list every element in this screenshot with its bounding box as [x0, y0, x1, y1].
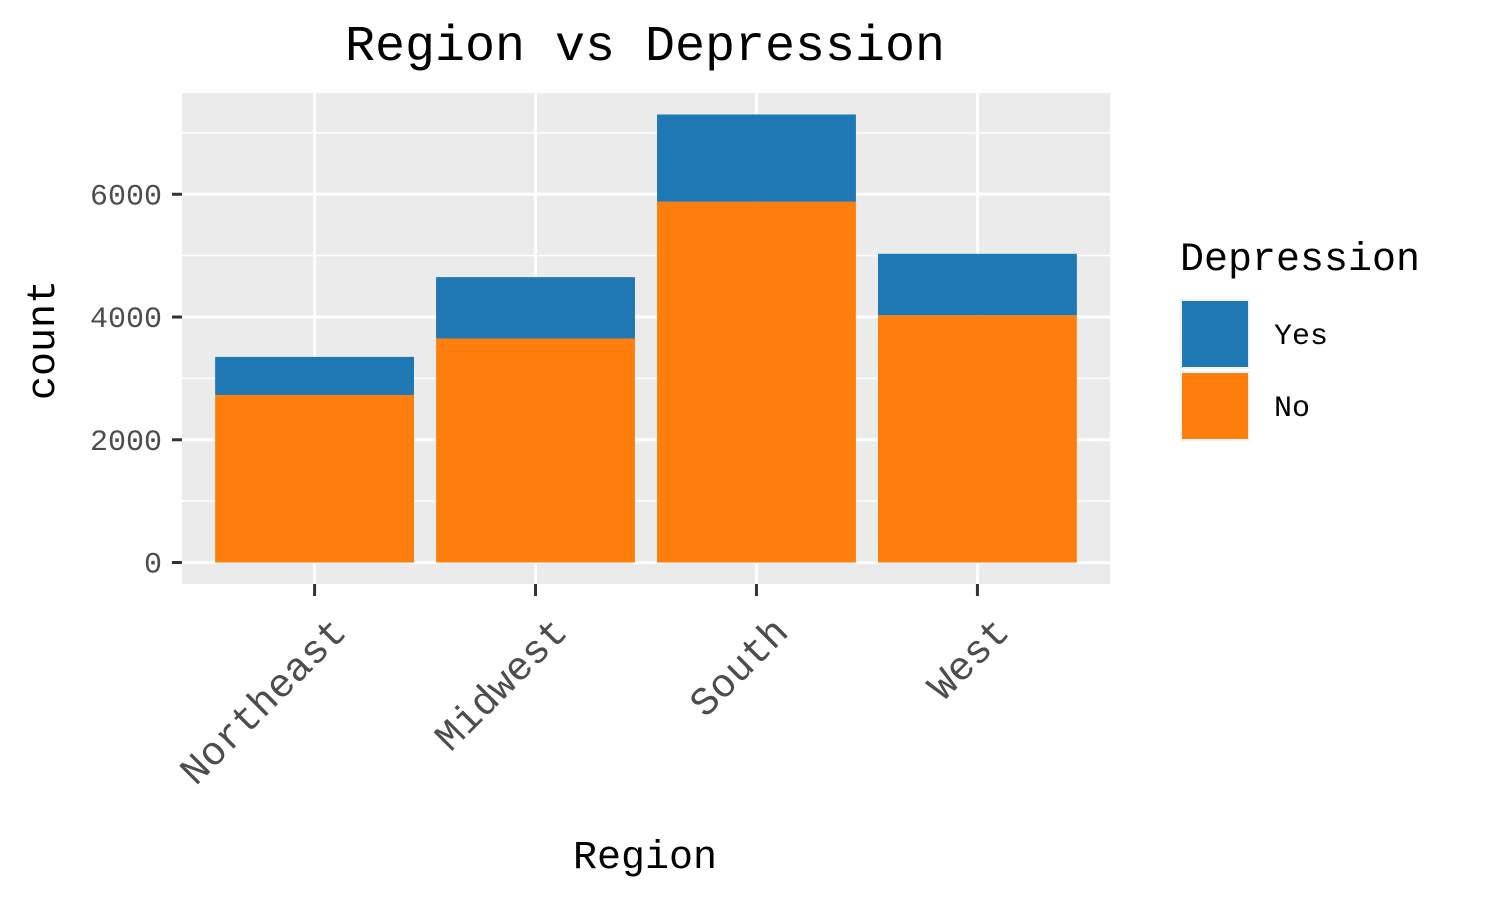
legend-title: Depression	[1180, 238, 1420, 283]
bar-south-no	[657, 201, 856, 563]
legend-entries: Yes No	[1180, 299, 1328, 441]
bar-northeast-no	[215, 394, 414, 563]
y-axis: 0 2000 4000 6000	[90, 180, 182, 583]
x-axis: Northeast Midwest South West	[173, 584, 1020, 796]
bar-west-no	[878, 315, 1077, 563]
legend: Depression Yes No	[1180, 238, 1420, 441]
y-axis-title: count	[22, 280, 67, 400]
legend-swatch-yes	[1182, 301, 1248, 367]
bar-midwest-no	[436, 338, 635, 563]
x-tick-label: Northeast	[173, 611, 358, 796]
y-tick-label: 0	[144, 549, 162, 583]
bars	[215, 114, 1077, 563]
legend-label-yes: Yes	[1274, 320, 1328, 354]
chart-title: Region vs Depression	[345, 19, 945, 76]
x-tick-label: Midwest	[428, 611, 579, 762]
y-tick-label: 4000	[90, 303, 162, 337]
bar-south-yes	[657, 114, 856, 202]
bar-midwest-yes	[436, 277, 635, 339]
y-tick-label: 2000	[90, 426, 162, 460]
bar-west-yes	[878, 253, 1077, 316]
bar-northeast-yes	[215, 356, 414, 395]
x-tick-label: South	[683, 611, 800, 728]
y-tick-label: 6000	[90, 180, 162, 214]
legend-label-no: No	[1274, 392, 1310, 426]
x-tick-label: West	[921, 611, 1021, 711]
x-axis-title: Region	[573, 836, 717, 881]
legend-swatch-no	[1182, 373, 1248, 439]
